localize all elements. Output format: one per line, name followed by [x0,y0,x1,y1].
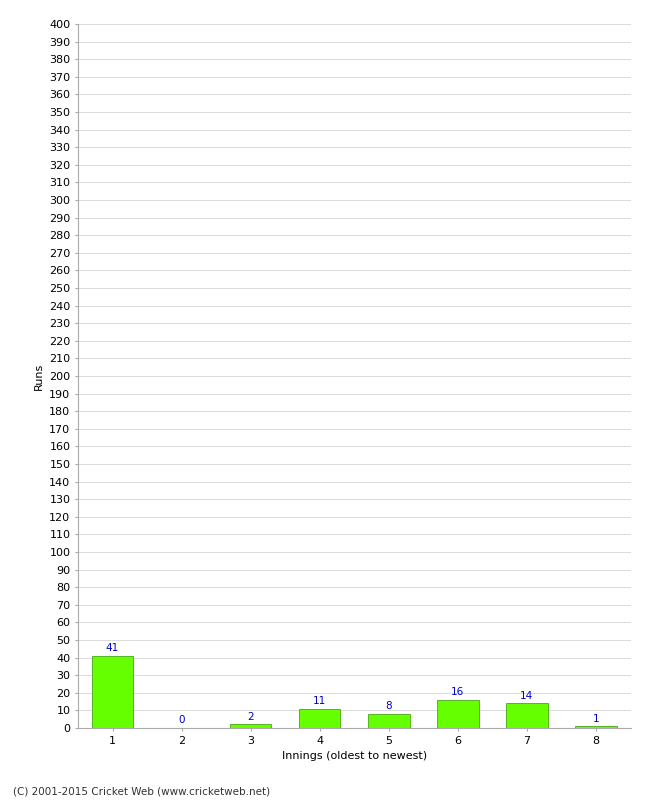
Text: 16: 16 [451,687,465,698]
Bar [368,714,410,728]
Text: 8: 8 [385,702,392,711]
Bar [92,656,133,728]
Y-axis label: Runs: Runs [34,362,44,390]
Bar [299,709,341,728]
X-axis label: Innings (oldest to newest): Innings (oldest to newest) [281,751,427,761]
Text: 0: 0 [178,715,185,726]
Text: 2: 2 [248,712,254,722]
Text: 41: 41 [106,643,119,653]
Text: (C) 2001-2015 Cricket Web (www.cricketweb.net): (C) 2001-2015 Cricket Web (www.cricketwe… [13,786,270,796]
Bar [506,703,547,728]
Bar [230,725,272,728]
Text: 11: 11 [313,696,326,706]
Text: 1: 1 [593,714,599,724]
Bar [437,700,478,728]
Bar [575,726,617,728]
Text: 14: 14 [520,690,534,701]
